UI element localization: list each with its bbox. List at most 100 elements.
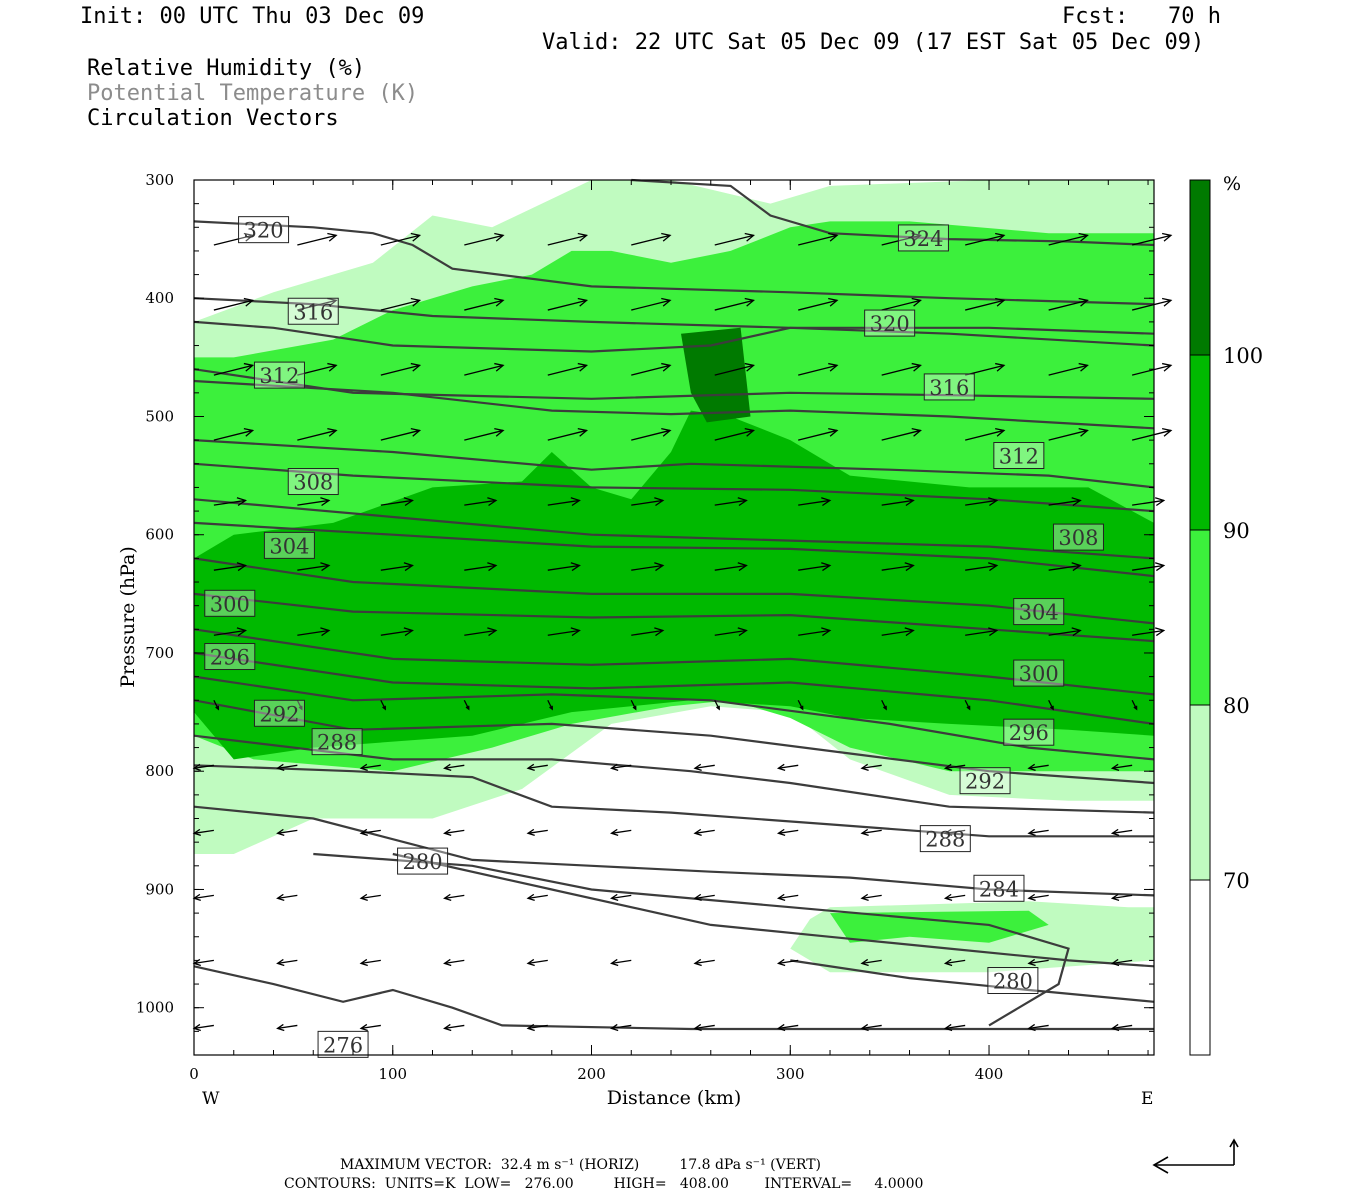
vector-shaft	[444, 1024, 465, 1030]
theta-contour-304	[193, 521, 1155, 578]
vector-shaft	[277, 1024, 298, 1030]
vector-head	[526, 1023, 535, 1032]
vector-shaft	[297, 234, 337, 246]
vector-shaft	[965, 299, 1005, 311]
colorbar-segment-4	[1190, 180, 1210, 355]
contour-label-box	[253, 699, 305, 727]
vector-head	[995, 297, 1006, 307]
vector-head	[821, 562, 832, 572]
vector-shaft	[360, 959, 381, 965]
theta-contour-320	[193, 220, 1155, 306]
vector-arrow-116	[860, 828, 882, 837]
vector-head	[744, 427, 756, 437]
vector-arrow-16	[547, 297, 589, 311]
vector-arrow-23	[1131, 297, 1173, 311]
vector-shaft	[464, 499, 497, 506]
vector-arrow-67	[798, 562, 832, 572]
vector-arrow-100	[526, 763, 548, 771]
theta-contour-316	[193, 379, 1155, 430]
vector-arrow-43	[798, 427, 839, 441]
vector-head	[661, 297, 672, 307]
vector-head	[1154, 627, 1166, 637]
vector-arrow-13	[297, 297, 338, 311]
theta-contour-280	[790, 959, 1155, 1003]
contour-label-324: 324	[903, 227, 943, 251]
vector-shaft	[277, 959, 298, 965]
vector-arrow-93	[964, 699, 971, 711]
vector-head	[1161, 362, 1173, 372]
vector-head	[1110, 958, 1120, 967]
theta-contour-320	[193, 320, 1155, 353]
vector-shaft	[380, 429, 420, 441]
vector-arrow-65	[631, 562, 665, 572]
vector-head	[1110, 893, 1120, 902]
vector-head	[737, 562, 748, 572]
vector-head	[359, 893, 368, 902]
vector-head	[327, 297, 338, 307]
vector-head	[1071, 497, 1082, 507]
vector-arrow-61	[297, 562, 331, 572]
vector-head	[654, 497, 665, 507]
east-label: E	[1141, 1089, 1153, 1109]
vector-shaft	[945, 829, 966, 834]
vector-arrow-134	[359, 958, 381, 967]
vector-head	[799, 705, 804, 711]
vector-shaft	[464, 299, 504, 311]
contour-label-304: 304	[269, 534, 309, 558]
vector-head	[610, 763, 619, 771]
vector-shaft	[798, 629, 830, 636]
vector-shaft	[547, 234, 587, 246]
vector-arrow-90	[714, 699, 720, 711]
vector-arrow-81	[965, 627, 999, 637]
vector-arrow-133	[276, 958, 298, 967]
vector-head	[716, 705, 720, 711]
theta-contour-292	[193, 699, 1155, 785]
vector-arrow-15	[464, 297, 505, 311]
vector-head	[410, 232, 422, 242]
vector-head	[1027, 828, 1036, 837]
vector-shaft	[213, 699, 219, 710]
vector-head	[776, 1023, 786, 1032]
vector-shaft	[1112, 829, 1133, 834]
colorbar-segment-1	[1190, 705, 1210, 880]
theta-contour-284	[392, 852, 1155, 968]
vector-arrow-39	[464, 427, 505, 441]
contour-label-320: 320	[870, 312, 910, 336]
contour-label-304: 304	[1019, 601, 1059, 625]
colorbar-label-100: 100	[1223, 344, 1263, 368]
vector-head	[382, 705, 386, 711]
vector-head	[1049, 705, 1054, 711]
vector-arrow-64	[547, 562, 581, 572]
vector-arrow-74	[380, 627, 414, 637]
vector-shaft	[194, 894, 214, 899]
vector-shaft	[861, 894, 882, 899]
vector-shaft	[945, 1024, 966, 1030]
vector-head	[487, 562, 498, 572]
contour-label-box	[204, 643, 256, 671]
vector-arrow-3	[464, 232, 505, 246]
contour-label-box	[923, 373, 975, 401]
vector-shaft	[547, 429, 587, 441]
vector-arrow-130	[1027, 893, 1049, 902]
vector-head	[276, 763, 285, 771]
vector-arrow-84	[213, 699, 220, 711]
vector-head	[276, 828, 285, 837]
vector-head	[1133, 705, 1138, 711]
vector-arrow-147	[443, 1023, 465, 1032]
vector-head	[1027, 763, 1036, 771]
vector-head	[443, 958, 452, 967]
vector-shaft	[547, 364, 587, 376]
vector-shaft	[213, 429, 253, 441]
vector-shaft	[861, 829, 882, 834]
vector-head	[526, 763, 535, 771]
vector-arrow-8	[881, 232, 922, 246]
vector-head	[494, 427, 505, 437]
theta-contour-300	[193, 592, 1155, 643]
theta-contour-296	[193, 651, 1155, 725]
vector-arrow-118	[1027, 828, 1049, 837]
theta-contour-292	[193, 734, 1155, 814]
vector-shaft	[277, 764, 298, 769]
vector-head	[236, 497, 247, 507]
vector-head	[904, 497, 915, 507]
valid-time: Valid: 22 UTC Sat 05 Dec 09 (17 EST Sat …	[542, 30, 1205, 55]
